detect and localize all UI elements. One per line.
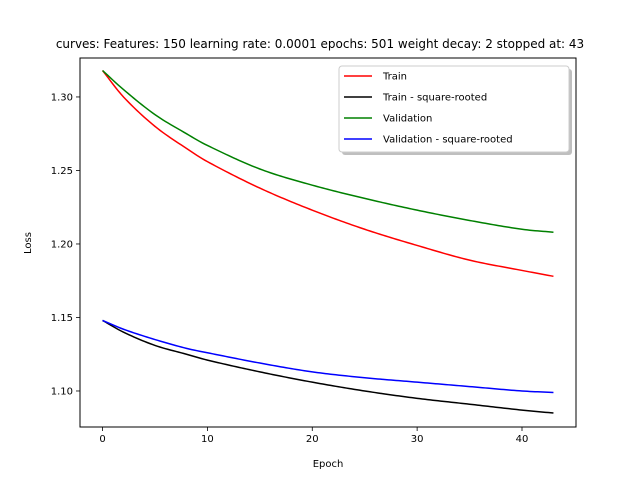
y-axis-ticks: 1.10 1.15 1.20 1.25 1.30: [51, 92, 80, 397]
series-line-train-square-rooted: [102, 319, 554, 414]
x-axis-ticks: 0 10 20 30 40: [99, 427, 528, 445]
legend-items: Train Train - square-rooted Validation Vali…: [344, 72, 513, 146]
legend-label-validation-square-rooted: Validation - square-rooted: [383, 135, 513, 146]
y-tick-label: 1.10: [51, 386, 73, 397]
x-tick-label: 20: [306, 434, 319, 445]
legend-box: [338, 65, 570, 153]
legend-label-train-square-rooted: Train - square-rooted: [382, 93, 487, 104]
x-tick-label: 0: [99, 434, 105, 445]
legend-label-validation: Validation: [383, 114, 432, 125]
series-line-train: [101, 70, 554, 278]
series-line-validation-square-rooted: [102, 319, 554, 394]
legend: Train Train - square-rooted Validation Vali…: [338, 65, 572, 155]
legend-label-train: Train: [382, 72, 407, 83]
x-tick-label: 30: [411, 434, 424, 445]
plot-lines: [101, 69, 554, 414]
series-line-validation: [102, 69, 554, 233]
y-tick-label: 1.20: [51, 239, 73, 250]
plot-area-frame: [79, 57, 577, 428]
y-tick-label: 1.30: [51, 92, 73, 103]
x-tick-label: 40: [516, 434, 529, 445]
x-axis-label: Epoch: [313, 459, 344, 470]
y-tick-label: 1.15: [51, 313, 73, 324]
y-axis-label: Loss: [23, 232, 34, 254]
y-tick-label: 1.25: [51, 166, 73, 177]
x-tick-label: 10: [201, 434, 214, 445]
chart-title: curves: Features: 150 learning rate: 0.0…: [56, 37, 584, 51]
